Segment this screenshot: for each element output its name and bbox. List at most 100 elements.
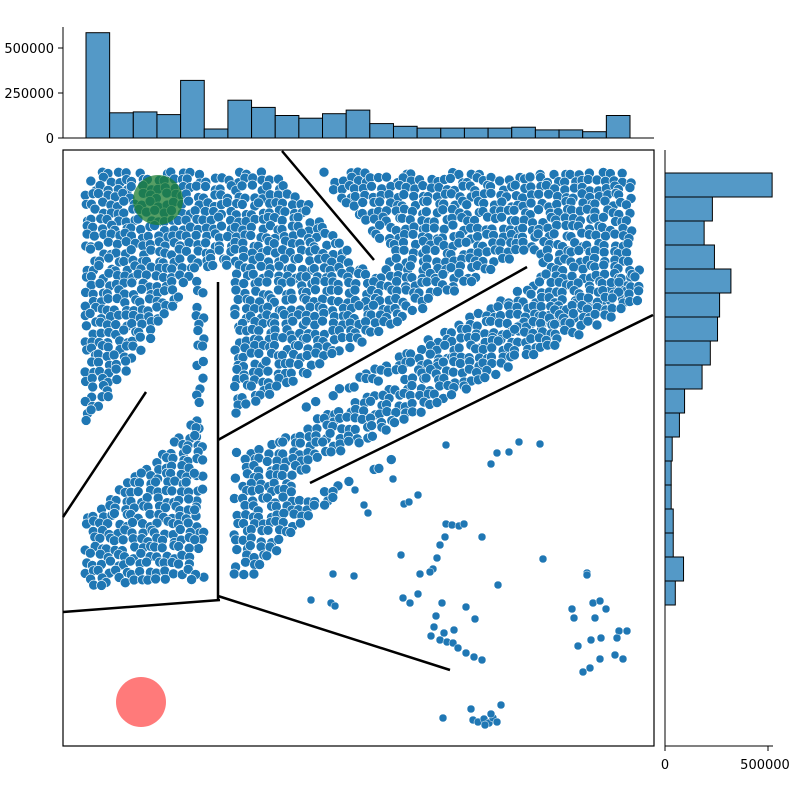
scatter-point [415,406,427,418]
dense-point-cloud [79,166,645,591]
scatter-point [293,340,304,351]
scatter-point [348,381,360,393]
scatter-point [496,196,508,208]
scatter-point [81,320,92,332]
scatter-point [189,205,201,216]
scatter-point [431,611,441,621]
scatter-point [486,459,496,469]
scatter-point [213,244,225,256]
scatter-point [192,325,204,336]
scatter-point [446,389,457,401]
scatter-point [353,437,365,449]
scatter-point [136,283,147,295]
scatter-point [85,243,96,255]
right-marginal-histogram: 0 500000 [661,150,790,773]
right-hist-bar [664,268,732,294]
scatter-point [496,700,506,710]
scatter-point [567,308,579,319]
scatter-point [296,227,307,239]
top-hist-bar [180,79,205,139]
scatter-point [374,233,385,244]
scatter-point [508,205,520,216]
scatter-point [120,365,132,377]
top-hist-bar [85,32,111,139]
scatter-point [343,476,355,487]
top-hist-bar [109,112,134,139]
scatter-point [525,288,537,300]
top-hist-bar [203,128,229,139]
scatter-point [158,308,170,320]
scatter-point [540,268,552,280]
scatter-point [406,380,418,391]
scatter-point [311,451,323,463]
ytick-label-250000: 250000 [4,87,54,102]
scatter-point [245,540,256,551]
scatter-point [260,355,272,367]
scatter-point [175,524,186,535]
scatter-point [390,252,402,264]
scatter-point [389,417,400,428]
scatter-point [609,228,621,240]
scatter-point [230,407,242,419]
scatter-point [618,654,628,664]
scatter-point [264,388,275,400]
right-hist-bars [664,172,773,606]
top-hist-bar [440,127,465,139]
scatter-point [173,541,184,552]
scatter-point [601,604,611,614]
scatter-point [102,293,114,305]
scatter-point [330,601,340,611]
ytick-label-500000: 500000 [4,42,54,57]
scatter-point [420,372,432,384]
scatter-point [145,244,157,256]
scatter-point [183,493,194,505]
scatter-point [301,350,313,361]
scatter-point [271,545,282,557]
scatter-point [125,244,137,255]
top-hist-bar [132,111,158,139]
right-hist-bar [664,508,674,534]
scatter-point [189,262,200,274]
scatter-point [614,626,624,636]
scatter-point [469,652,479,662]
scatter-point [141,556,152,568]
scatter-point [380,424,392,436]
scatter-point [413,490,423,500]
scatter-point [388,474,398,484]
maze-wall [217,265,528,442]
scatter-point [501,328,513,340]
scatter-point [453,643,463,653]
scatter-point [229,309,241,320]
top-hist-bar [298,117,324,139]
scatter-point [432,553,442,563]
scatter-point [504,447,514,457]
scatter-point [156,542,168,554]
scatter-point [178,277,189,288]
scatter-point [385,454,397,465]
scatter-point [417,180,429,191]
scatter-point [534,276,545,288]
scatter-point [181,444,193,455]
scatter-point [422,292,434,304]
top-hist-bar [534,129,560,139]
scatter-point [367,430,378,442]
scatter-point [426,631,436,641]
scatter-point [198,356,209,367]
scatter-point [567,604,577,614]
scatter-point [397,364,408,375]
scatter-point [197,287,209,299]
top-hist-bar [511,126,536,139]
scatter-point [238,278,249,289]
scatter-point [480,720,490,730]
scatter-point [328,569,338,579]
scatter-point [360,269,371,280]
scatter-point [406,305,418,316]
scatter-point [573,641,583,651]
scatter-point [415,569,425,579]
right-hist-bar [664,292,721,318]
right-hist-bar [664,412,680,438]
scatter-point [605,311,617,323]
scatter-point [479,372,491,383]
scatter-point [613,276,625,288]
scatter-point [231,544,243,555]
